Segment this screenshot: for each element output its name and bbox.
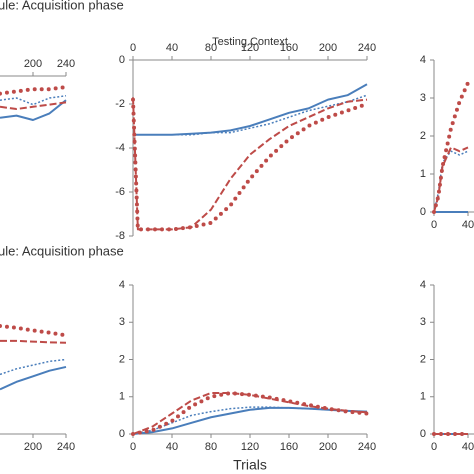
y-tick-label: 1 bbox=[420, 391, 426, 403]
x-tick-label: 40 bbox=[166, 441, 178, 453]
series-line bbox=[0, 101, 67, 110]
series-line bbox=[133, 94, 368, 136]
series-line bbox=[0, 358, 67, 376]
series-line bbox=[131, 97, 369, 232]
series-line bbox=[0, 339, 67, 344]
y-tick-label: 0 bbox=[119, 54, 125, 66]
y-tick-label: -8 bbox=[115, 230, 125, 242]
x-tick-label: 240 bbox=[57, 58, 75, 70]
x-tick-label: 120 bbox=[241, 42, 259, 54]
y-tick-label: 2 bbox=[420, 130, 426, 142]
y-tick-label: -4 bbox=[115, 142, 125, 154]
y-tick-label: -6 bbox=[115, 186, 125, 198]
x-tick-label: 40 bbox=[462, 441, 474, 453]
x-tick-label: 240 bbox=[57, 441, 75, 453]
x-axis-label: Trials bbox=[233, 457, 267, 473]
y-tick-label: -2 bbox=[115, 98, 125, 110]
y-tick-label: 2 bbox=[420, 353, 426, 365]
series-line bbox=[131, 391, 369, 436]
series-line bbox=[0, 323, 68, 338]
series-line bbox=[0, 365, 67, 391]
y-tick-label: 0 bbox=[420, 206, 426, 218]
y-tick-label: 3 bbox=[420, 316, 426, 328]
y-tick-label: 1 bbox=[420, 168, 426, 180]
y-tick-label: 0 bbox=[119, 428, 125, 440]
x-tick-label: 80 bbox=[205, 441, 217, 453]
x-tick-label: 0 bbox=[431, 219, 437, 231]
series-line bbox=[0, 99, 67, 121]
series-line bbox=[432, 80, 470, 214]
series-line bbox=[0, 85, 68, 96]
y-tick-label: 1 bbox=[119, 391, 125, 403]
y-tick-label: 3 bbox=[420, 92, 426, 104]
figure-heading: ule: Acquisition phase bbox=[0, 0, 124, 12]
x-tick-label: 0 bbox=[431, 441, 437, 453]
y-tick-label: 4 bbox=[420, 279, 426, 291]
x-tick-label: 200 bbox=[24, 58, 42, 70]
series-line bbox=[132, 406, 368, 435]
series-line bbox=[132, 392, 368, 435]
x-tick-label: 40 bbox=[166, 42, 178, 54]
y-tick-label: 2 bbox=[119, 353, 125, 365]
figure-heading: ule: Acquisition phase bbox=[0, 243, 124, 258]
series-line bbox=[133, 83, 368, 136]
x-tick-label: 80 bbox=[205, 42, 217, 54]
y-tick-label: 3 bbox=[119, 316, 125, 328]
x-tick-label: 160 bbox=[280, 441, 298, 453]
x-tick-label: 160 bbox=[280, 42, 298, 54]
x-tick-label: 0 bbox=[130, 42, 136, 54]
series-line bbox=[433, 146, 469, 213]
x-tick-label: 200 bbox=[319, 441, 337, 453]
x-tick-label: 240 bbox=[358, 441, 376, 453]
x-tick-label: 0 bbox=[130, 441, 136, 453]
x-tick-label: 120 bbox=[241, 441, 259, 453]
y-tick-label: 0 bbox=[420, 428, 426, 440]
series-line bbox=[132, 97, 368, 231]
series-line bbox=[132, 406, 368, 435]
chart-title: Testing Context bbox=[212, 36, 288, 48]
series-line bbox=[433, 150, 469, 213]
x-tick-label: 200 bbox=[24, 441, 42, 453]
x-tick-label: 240 bbox=[358, 42, 376, 54]
x-tick-label: 200 bbox=[319, 42, 337, 54]
y-tick-label: 4 bbox=[119, 279, 125, 291]
y-tick-label: 4 bbox=[420, 54, 426, 66]
x-tick-label: 40 bbox=[462, 219, 474, 231]
series-line bbox=[0, 95, 67, 106]
